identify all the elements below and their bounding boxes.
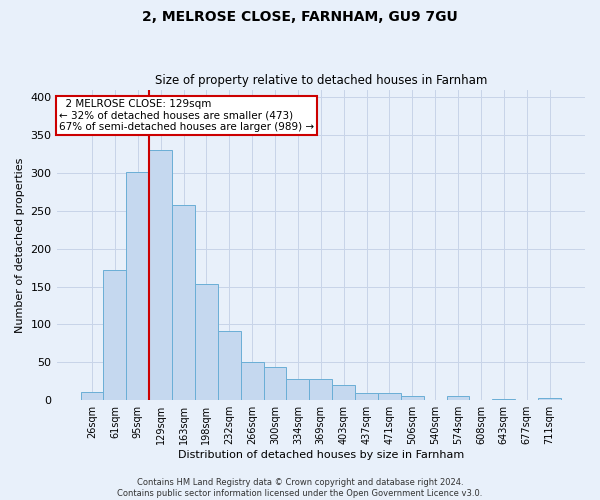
Bar: [80, 392, 103, 400]
Bar: [263, 367, 286, 400]
Y-axis label: Number of detached properties: Number of detached properties: [15, 157, 25, 332]
Bar: [218, 330, 241, 400]
Bar: [195, 284, 218, 400]
Bar: [127, 172, 149, 400]
Text: 2, MELROSE CLOSE, FARNHAM, GU9 7GU: 2, MELROSE CLOSE, FARNHAM, GU9 7GU: [142, 10, 458, 24]
Text: Contains HM Land Registry data © Crown copyright and database right 2024.
Contai: Contains HM Land Registry data © Crown c…: [118, 478, 482, 498]
Bar: [149, 150, 172, 400]
Bar: [241, 362, 263, 400]
Bar: [103, 270, 127, 400]
Bar: [172, 204, 195, 400]
Bar: [446, 396, 469, 400]
Title: Size of property relative to detached houses in Farnham: Size of property relative to detached ho…: [155, 74, 487, 87]
Bar: [378, 392, 401, 400]
Bar: [355, 392, 378, 400]
X-axis label: Distribution of detached houses by size in Farnham: Distribution of detached houses by size …: [178, 450, 464, 460]
Bar: [538, 398, 561, 400]
Bar: [401, 396, 424, 400]
Bar: [286, 379, 310, 400]
Bar: [493, 398, 515, 400]
Bar: [310, 379, 332, 400]
Text: 2 MELROSE CLOSE: 129sqm  
← 32% of detached houses are smaller (473)
67% of semi: 2 MELROSE CLOSE: 129sqm ← 32% of detache…: [59, 99, 314, 132]
Bar: [332, 385, 355, 400]
